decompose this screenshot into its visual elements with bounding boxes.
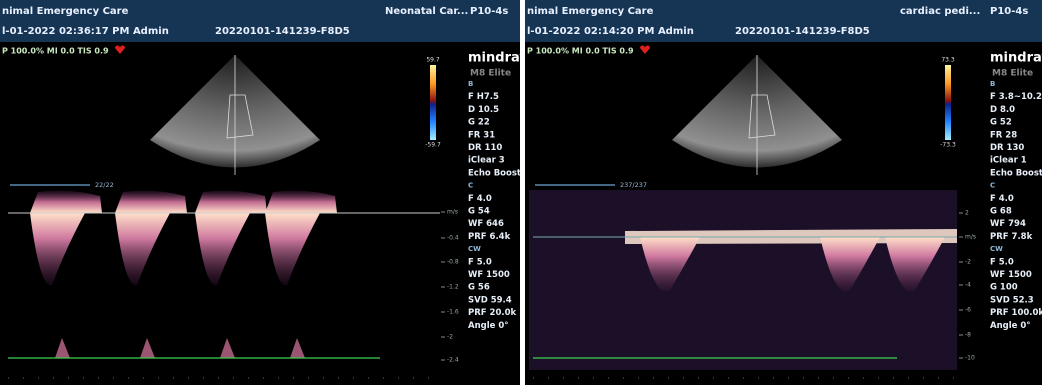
color-bar [945, 65, 951, 140]
scale-label: -0.8 [447, 259, 459, 266]
probe-name: P10-4s [470, 6, 508, 17]
param: F 5.0 [990, 257, 1014, 267]
frame-counter: 22/22 [95, 181, 114, 189]
scale-label: -8 [965, 332, 971, 339]
color-bar-min: -73.3 [940, 142, 956, 149]
param: SVD 59.4 [468, 295, 512, 305]
param-section: B [468, 80, 473, 88]
exam-datetime: l-01-2022 02:14:20 PM Admin [527, 26, 694, 37]
param: G 56 [468, 283, 490, 293]
scale-label: m/s [965, 234, 976, 241]
param-section: CW [468, 245, 481, 253]
model: M8 Elite [470, 69, 511, 79]
param-section: C [468, 182, 473, 190]
model: M8 Elite [992, 69, 1033, 79]
header-title: nimal Emergency Care [527, 6, 654, 17]
scale-label: -4 [965, 282, 971, 289]
status-line: P 100.0% MI 0.0 TIS 0.9 [527, 47, 634, 56]
param: SVD 52.3 [990, 295, 1034, 305]
spectrum-up [265, 191, 337, 213]
param: G 100 [990, 283, 1018, 293]
header-title: nimal Emergency Care [2, 6, 129, 17]
param: DR 130 [990, 143, 1024, 153]
exam-id: 20220101-141239-F8D5 [735, 26, 870, 37]
param: WF 646 [468, 219, 504, 229]
param: iClear 1 [990, 156, 1027, 166]
param: D 8.0 [990, 105, 1015, 115]
param: iClear 3 [468, 156, 505, 166]
param: PRF 6.4k [468, 232, 511, 242]
ultrasound-screens: nimal Emergency CareNeonatal Car...P10-4… [0, 0, 1042, 385]
brand: mindray [468, 51, 528, 66]
exam-id: 20220101-141239-F8D5 [215, 26, 350, 37]
doppler-background [529, 190, 957, 370]
param: FR 28 [990, 130, 1017, 140]
param: PRF 20.0k [468, 308, 517, 318]
brand: mindray [990, 51, 1042, 66]
param: Echo Boost [990, 168, 1042, 178]
exam-datetime: l-01-2022 02:36:17 PM Admin [2, 26, 169, 37]
param-section: CW [990, 245, 1003, 253]
param: F 4.0 [468, 194, 492, 204]
param: G 68 [990, 207, 1012, 217]
param: F 4.0 [990, 194, 1014, 204]
color-bar-min: -59.7 [425, 142, 441, 149]
param: G 52 [990, 118, 1012, 128]
scale-label: -2.4 [447, 357, 459, 364]
param: D 10.5 [468, 105, 499, 115]
param: PRF 100.0k [990, 308, 1042, 318]
spectrum-up [195, 191, 267, 213]
param: Echo Boost [468, 168, 521, 178]
param: G 54 [468, 207, 490, 217]
param: F 5.0 [468, 257, 492, 267]
scale-label: -2 [965, 259, 971, 266]
param: PRF 7.8k [990, 232, 1033, 242]
param: DR 110 [468, 143, 502, 153]
scale-label: -10 [965, 355, 975, 362]
color-bar [430, 65, 436, 140]
param-section: C [990, 182, 995, 190]
param: F H7.5 [468, 92, 499, 102]
scale-label: 2 [965, 210, 969, 217]
scale-label: -1.6 [447, 309, 459, 316]
header-tag: cardiac pedi... [900, 6, 980, 17]
header-tag: Neonatal Car... [385, 6, 468, 17]
probe-name: P10-4s [990, 6, 1028, 17]
param: Angle 0° [990, 321, 1031, 331]
scale-label: -6 [965, 307, 971, 314]
param: WF 1500 [990, 270, 1032, 280]
spectrum-up [115, 191, 187, 213]
param: FR 31 [468, 130, 495, 140]
frame-counter: 237/237 [620, 181, 647, 189]
color-bar-max: 59.7 [426, 57, 440, 64]
spectrum-up [30, 191, 102, 213]
param: WF 794 [990, 219, 1026, 229]
param: WF 1500 [468, 270, 510, 280]
param-section: B [990, 80, 995, 88]
scale-label: -2 [447, 334, 453, 341]
param: Angle 0° [468, 321, 509, 331]
scale-label: -0.4 [447, 235, 459, 242]
status-line: P 100.0% MI 0.0 TIS 0.9 [2, 47, 109, 56]
scale-label: m/s [447, 209, 458, 216]
param: G 22 [468, 118, 490, 128]
scale-label: -1.2 [447, 284, 459, 291]
param: F 3.8~10.2 [990, 92, 1042, 102]
color-bar-max: 73.3 [941, 57, 955, 64]
